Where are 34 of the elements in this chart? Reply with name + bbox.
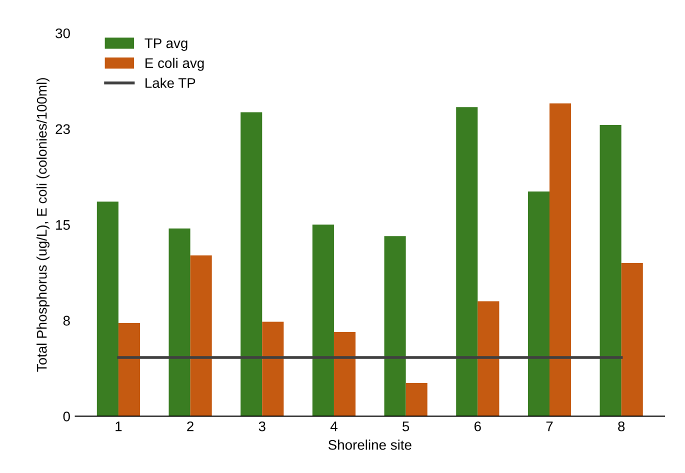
- x-tick-label: 5: [402, 422, 410, 432]
- x-tick-label: 4: [330, 422, 338, 432]
- y-tick-label: 15: [56, 220, 70, 230]
- x-tick-label: 7: [546, 422, 553, 432]
- bar: [168, 228, 190, 416]
- x-tick-label: 2: [187, 421, 194, 432]
- x-axis-title: Shoreline site: [328, 440, 412, 450]
- x-tick-label: 8: [618, 421, 625, 432]
- bar: [96, 202, 118, 416]
- bar: [262, 322, 284, 416]
- bar: [334, 332, 356, 416]
- x-tick-label: 6: [474, 421, 481, 432]
- y-tick-label: 8: [63, 316, 70, 326]
- y-tick-label: 23: [56, 124, 70, 134]
- x-tick-label: 3: [258, 421, 266, 432]
- y-tick-label: 0: [63, 412, 70, 422]
- bar: [312, 224, 334, 416]
- bar: [406, 383, 428, 416]
- bar: [600, 125, 622, 416]
- bar: [456, 107, 478, 416]
- bar: [190, 255, 212, 416]
- x-tick-label: 1: [116, 422, 122, 432]
- y-tick-label: 30: [56, 28, 70, 38]
- bar: [384, 236, 406, 416]
- bar: [118, 323, 140, 416]
- bar: [621, 262, 643, 416]
- bar: [478, 301, 500, 416]
- bar: [528, 191, 550, 416]
- legend-label: E coli avg: [146, 58, 204, 71]
- legend-label: TP avg: [144, 38, 188, 51]
- bar: [240, 112, 262, 416]
- y-axis-title: Total Phosphorus (ug/L), E coli (colonies/100ml): [36, 78, 50, 372]
- bar: [550, 103, 572, 416]
- legend-label: Lake TP: [146, 78, 196, 88]
